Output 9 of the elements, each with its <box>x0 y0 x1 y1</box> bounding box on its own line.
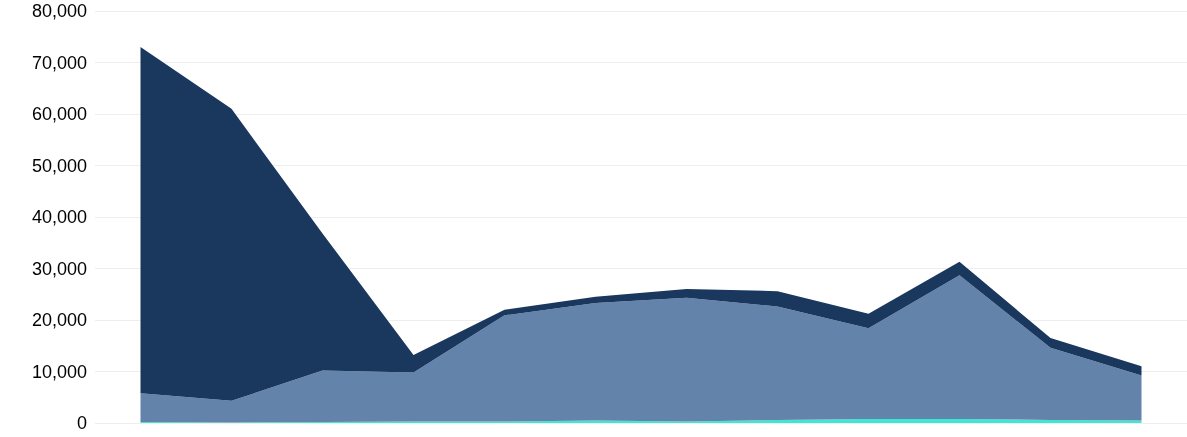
y-tick-label: 30,000 <box>31 258 87 279</box>
y-tick-label: 50,000 <box>31 155 87 176</box>
y-tick-label: 40,000 <box>31 207 87 227</box>
y-tick-label: 60,000 <box>31 104 87 124</box>
y-tick-label: 20,000 <box>31 310 87 330</box>
y-tick-label: 80,000 <box>31 1 87 21</box>
y-tick-label: 0 <box>76 413 87 433</box>
y-tick-label: 10,000 <box>31 361 87 382</box>
y-tick-label: 70,000 <box>31 52 87 73</box>
